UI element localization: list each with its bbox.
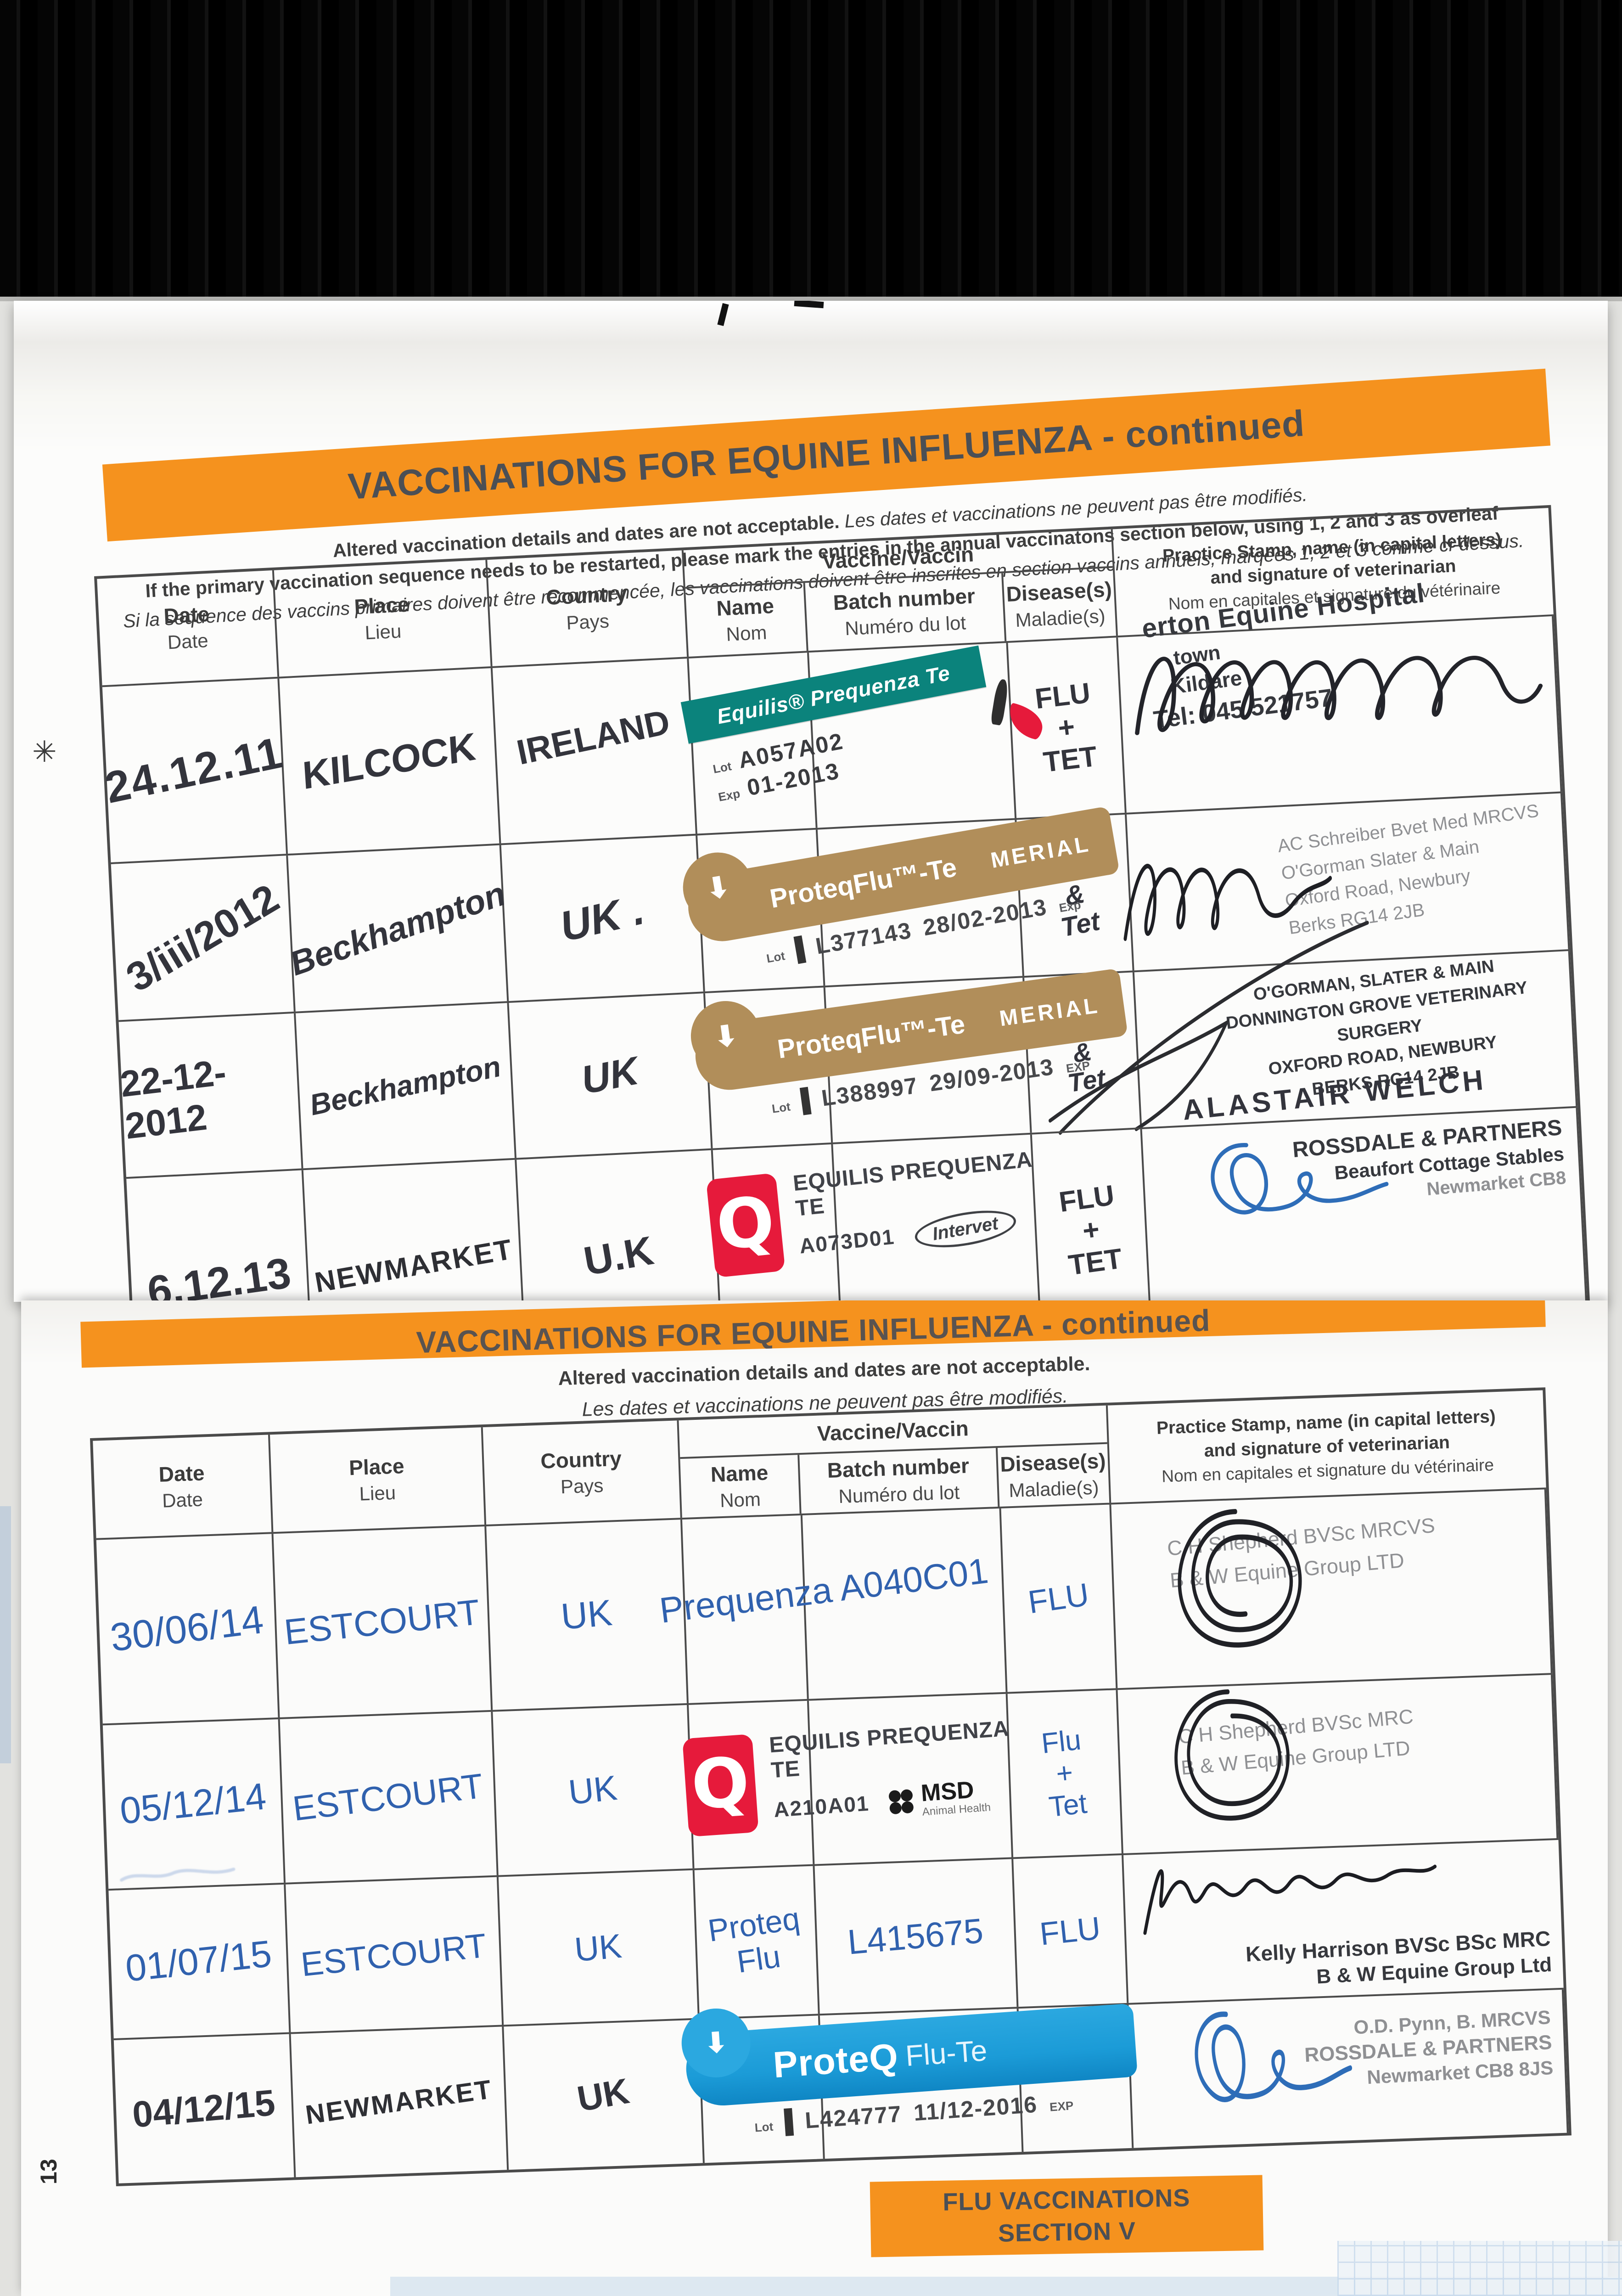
country-value: UK . <box>556 886 649 951</box>
q-logo-icon: Q <box>706 1173 786 1278</box>
col-header-country: Country Pays <box>483 1420 682 1525</box>
vaccine-sticker-equilis-prequenza: Equilis® Prequenza Te Lot A057A02 Exp 01-2… <box>680 645 1046 804</box>
col-header-batch: Batch number Numéro du lot <box>799 1448 1000 1514</box>
col-header-country: Country Pays <box>487 550 689 666</box>
country-value: U.K <box>580 1227 657 1284</box>
country-value: UK <box>574 2070 632 2119</box>
date-value: 22-12-2012 <box>118 1051 229 1147</box>
footer-line-1: FLU VACCINATIONS <box>942 2184 1190 2216</box>
practice-stamp: ROSSDALE & PARTNERS Beaufort Cottage Sta… <box>1291 1115 1567 1200</box>
country-value: UK <box>572 1926 623 1969</box>
msd-logo: MSD Animal Health <box>888 1776 991 1820</box>
place-value: ESTCOURT <box>299 1926 488 1984</box>
disease-value: FLU <box>1038 1910 1102 1952</box>
place-value: Beckhampton <box>307 1049 504 1122</box>
place-value: NEWMARKET <box>312 1233 516 1299</box>
practice-stamp-cell: C H Shepherd BVSc MRCVS B & W Equine Gro… <box>1111 1489 1553 1688</box>
col-header-disease: Disease(s) Maladie(s) <box>1005 577 1112 631</box>
col-header-place: Place Lieu <box>269 1427 487 1532</box>
place-value: KILCOCK <box>301 724 477 798</box>
col-header-vaccine-group: Vaccine/Vaccin Name Nom Batch number Num… <box>679 1405 1111 1518</box>
passport-page-top: VACCINATIONS FOR EQUINE INFLUENZA - cont… <box>14 301 1608 1302</box>
ink-bleed-ghost <box>119 1862 239 1885</box>
practice-stamp-cell: AC Schreiber Bvet Med MRCVS O'Gorman Sla… <box>1123 793 1570 971</box>
practice-stamp: O.D. Pynn, B. MRCVS ROSSDALE & PARTNERS … <box>1303 2006 1554 2088</box>
practice-stamp: C H Shepherd BVSc MRC B & W Equine Group… <box>1177 1705 1414 1779</box>
date-value: 01/07/15 <box>123 1933 274 1990</box>
msd-mark-icon <box>888 1790 902 1803</box>
practice-stamp-cell: Kelly Harrison BVSc BSc MRC B & W Equine… <box>1123 1840 1564 2003</box>
country-value: UK <box>566 1768 619 1812</box>
country-value: IRELAND <box>513 702 673 772</box>
date-value: 24.12.11 <box>101 727 287 813</box>
practice-stamp-cell: O.D. Pynn, B. MRCVS ROSSDALE & PARTNERS … <box>1128 1989 1569 2148</box>
vaccination-table-top: Date Date Place Lieu Country Pays Vaccin… <box>94 505 1590 1302</box>
practice-stamp: Kelly Harrison BVSc BSc MRC B & W Equine… <box>1245 1926 1553 1988</box>
batch-number-handwritten: L415675 <box>846 1911 985 1962</box>
registration-mark <box>794 301 824 309</box>
barcode-mark <box>784 2108 794 2136</box>
col-header-batch: Batch number Numéro du lot <box>805 573 1006 651</box>
margin-asterisk-mark: ✳ <box>32 735 57 768</box>
disease-value: FLU <box>1026 1576 1091 1621</box>
place-value: Beckhampton <box>285 874 510 983</box>
date-value: 6.12.13 <box>144 1248 294 1302</box>
underlying-grid-page <box>1337 2241 1622 2296</box>
practice-stamp-cell: erton Equine Hospital town Kildare Tel: … <box>1118 578 1562 813</box>
date-value: 04/12/15 <box>130 2082 277 2135</box>
vaccine-name-handwritten: Proteq Flu <box>706 1901 802 1980</box>
practice-stamp-cell: C H Shepherd BVSc MRC B & W Equine Group… <box>1117 1675 1559 1853</box>
col-header-date: Date Date <box>97 570 280 686</box>
country-value: UK <box>578 1048 642 1103</box>
vaccination-table-bottom: Date Date Place Lieu Country Pays Vaccin… <box>90 1387 1571 2187</box>
page-number: 13 <box>35 2159 62 2184</box>
passport-page-bottom: VACCINATIONS FOR EQUINE INFLUENZA - cont… <box>21 1300 1608 2296</box>
col-header-name: Name Nom <box>685 583 808 657</box>
date-value: 30/06/14 <box>108 1597 266 1660</box>
disease-value: Flu + Tet <box>1039 1724 1089 1823</box>
practice-stamp-cell: ROSSDALE & PARTNERS Beaufort Cottage Sta… <box>1142 1108 1588 1302</box>
disease-value: FLU + TET <box>1057 1179 1124 1282</box>
barcode-mark <box>800 1086 812 1115</box>
place-value: NEWMARKET <box>303 2074 494 2130</box>
col-header-practice-stamp: Practice Stamp, name (in capital letters… <box>1156 1407 1496 1486</box>
practice-stamp: AC Schreiber Bvet Med MRCVS O'Gorman Sla… <box>1276 800 1540 939</box>
q-logo-icon: Q <box>682 1734 759 1837</box>
col-header-name: Name Nom <box>679 1455 802 1518</box>
place-value: ESTCOURT <box>282 1591 482 1652</box>
footer-line-2: SECTION V <box>998 2217 1136 2247</box>
col-header-place: Place Lieu <box>274 560 493 677</box>
registration-mark <box>717 303 729 326</box>
underlying-page-edge <box>0 1506 11 1763</box>
practice-stamp-cell: O'GORMAN, SLATER & MAIN DONNINGTON GROVE… <box>1049 921 1578 1135</box>
barcode-mark <box>794 935 807 964</box>
disease-value: FLU + TET <box>1033 677 1099 778</box>
scanner-background <box>0 0 1622 301</box>
date-value: 3/iii/2012 <box>118 875 286 1001</box>
date-value: 05/12/14 <box>118 1775 269 1833</box>
col-header-vaccine-group: Vaccine/Vaccin Name Nom Batch number Num… <box>683 529 1118 657</box>
col-header-date: Date Date <box>93 1435 273 1538</box>
section-footer-box: FLU VACCINATIONS SECTION V <box>870 2175 1264 2257</box>
practice-stamp: C H Shepherd BVSc MRCVS B & W Equine Gro… <box>1166 1513 1436 1593</box>
col-header-disease: Disease(s) Maladie(s) <box>999 1448 1106 1501</box>
country-value: UK <box>559 1592 614 1638</box>
place-value: ESTCOURT <box>291 1766 486 1829</box>
date-cell: 05/12/14 <box>102 1719 286 1889</box>
intervet-logo: Intervet <box>912 1204 1019 1254</box>
